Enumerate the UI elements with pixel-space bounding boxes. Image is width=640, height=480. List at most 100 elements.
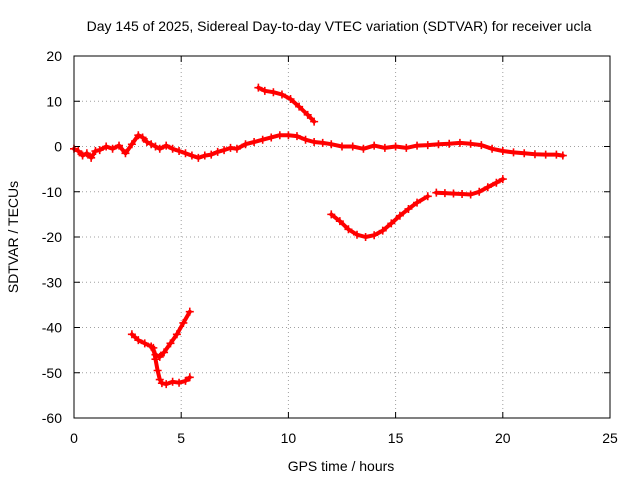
data-point	[87, 153, 96, 162]
data-point	[488, 144, 497, 153]
data-point	[318, 138, 327, 147]
x-axis-label: GPS time / hours	[288, 458, 395, 474]
series-group	[254, 83, 319, 126]
x-tick-label: 15	[388, 430, 404, 446]
series-line	[151, 345, 192, 387]
data-point	[455, 138, 464, 147]
data-point	[78, 151, 87, 160]
data-point	[127, 330, 136, 339]
data-point	[74, 147, 83, 156]
data-point	[160, 348, 169, 357]
data-point	[138, 133, 147, 142]
data-point	[327, 210, 336, 219]
series-group	[149, 343, 194, 389]
data-point	[168, 144, 177, 153]
data-point	[213, 147, 222, 156]
data-point	[153, 366, 162, 375]
data-point	[155, 352, 164, 361]
data-point	[142, 137, 151, 146]
data-point	[151, 355, 160, 364]
data-point	[380, 143, 389, 152]
data-point	[301, 135, 310, 144]
data-point	[404, 204, 413, 213]
data-point	[530, 150, 539, 159]
data-point	[445, 139, 454, 148]
data-point	[483, 183, 492, 192]
data-point	[359, 144, 368, 153]
data-point	[295, 102, 304, 111]
data-point	[310, 117, 319, 126]
data-point	[181, 376, 190, 385]
data-point	[348, 142, 357, 151]
data-point	[413, 198, 422, 207]
y-tick-label: 10	[46, 93, 62, 109]
data-point	[387, 219, 396, 228]
data-point	[151, 142, 160, 151]
data-point	[284, 131, 293, 140]
data-point	[402, 143, 411, 152]
data-point	[121, 149, 130, 158]
chart-title: Day 145 of 2025, Sidereal Day-to-day VTE…	[87, 18, 592, 34]
x-tick-label: 0	[70, 430, 78, 446]
data-point	[185, 373, 194, 382]
data-point	[157, 379, 166, 388]
data-point	[260, 86, 269, 95]
data-point	[344, 225, 353, 234]
data-point	[370, 231, 379, 240]
data-point	[498, 147, 507, 156]
data-point	[241, 140, 250, 149]
x-tick-label: 20	[495, 430, 511, 446]
data-point	[134, 131, 143, 140]
data-point	[335, 217, 344, 226]
plot-frame	[73, 55, 611, 419]
data-point	[477, 141, 486, 150]
series-line	[129, 309, 192, 359]
data-point	[413, 141, 422, 150]
data-point	[498, 175, 507, 184]
data-point	[147, 140, 156, 149]
data-point	[353, 230, 362, 239]
data-point	[187, 151, 196, 160]
series-group	[127, 307, 194, 361]
y-tick-label: -10	[42, 184, 62, 200]
data-point	[449, 189, 458, 198]
data-point	[207, 150, 216, 159]
data-point	[134, 336, 143, 345]
data-point	[509, 148, 518, 157]
data-point	[552, 150, 561, 159]
data-point	[82, 149, 91, 158]
data-point	[155, 144, 164, 153]
data-point	[127, 140, 136, 149]
data-point	[102, 142, 111, 151]
data-point	[277, 90, 286, 99]
data-point	[434, 140, 443, 149]
x-tick-label: 10	[281, 430, 297, 446]
series-line	[434, 177, 505, 197]
data-point	[175, 147, 184, 156]
data-point	[391, 142, 400, 151]
data-point	[179, 318, 188, 327]
y-tick-label: -40	[42, 320, 62, 336]
data-point	[269, 88, 278, 97]
data-series	[70, 83, 567, 389]
data-point	[361, 233, 370, 241]
data-point	[181, 149, 190, 158]
data-point	[286, 94, 295, 103]
data-point	[258, 135, 267, 144]
data-point	[520, 149, 529, 158]
data-point	[162, 380, 171, 389]
y-axis-label: SDTVAR / TECUs	[5, 181, 21, 293]
data-point	[108, 144, 117, 153]
data-point	[115, 141, 124, 150]
data-point	[423, 192, 432, 201]
data-point	[232, 144, 241, 153]
data-point	[168, 377, 177, 386]
data-point	[140, 339, 149, 348]
data-point	[175, 378, 184, 387]
data-point	[423, 141, 432, 150]
data-point	[458, 190, 467, 199]
y-tick-label: 20	[46, 48, 62, 64]
data-point	[370, 141, 379, 150]
data-point	[220, 146, 229, 155]
